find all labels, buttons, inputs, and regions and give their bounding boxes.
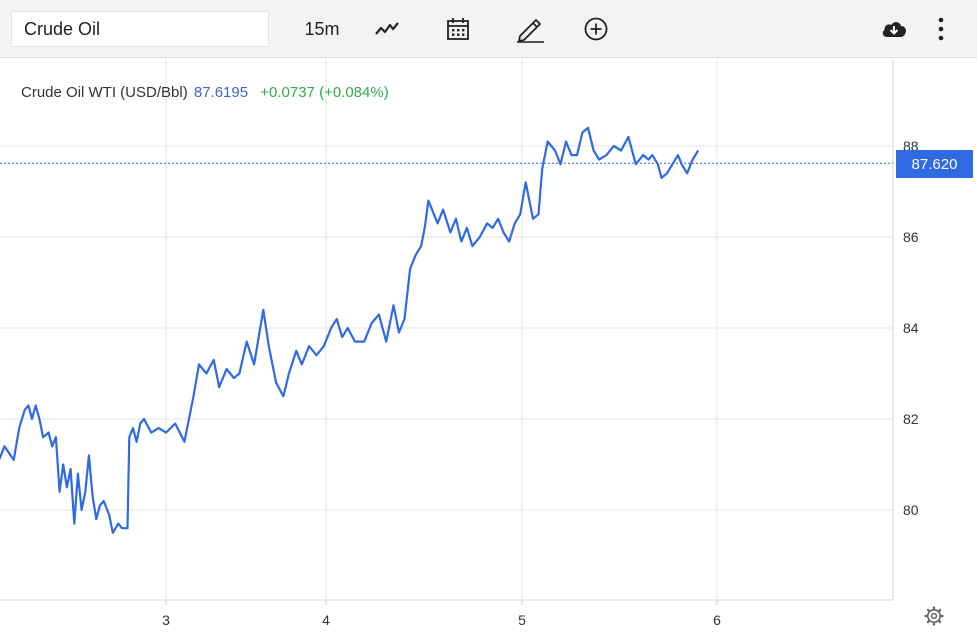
y-tick-label: 80 [903,502,919,518]
price-series [0,126,893,534]
x-axis: 3 4 5 6 [0,599,893,628]
legend-symbol-name: Crude Oil WTI (USD/Bbl) [21,84,188,101]
x-tick-label: 5 [518,612,526,628]
current-price-tag: 87.620 [896,150,973,178]
x-tick-label: 6 [713,612,721,628]
symbol-search-input[interactable]: Crude Oil [11,11,269,47]
interval-selector[interactable]: 15m [304,18,340,39]
chart-legend: Crude Oil WTI (USD/Bbl) 87.6195 +0.0737 … [21,84,389,101]
series-line [0,126,700,534]
cloud-download-icon[interactable] [877,14,911,44]
calendar-icon[interactable] [441,14,475,44]
more-vertical-icon[interactable] [928,14,954,44]
draw-pencil-icon[interactable] [512,14,548,44]
line-chart-icon[interactable] [370,14,404,44]
add-circle-icon[interactable] [580,14,612,44]
y-tick-label: 84 [903,320,919,336]
x-tick-label: 4 [322,612,330,628]
y-tick-label: 86 [903,229,919,245]
chart-grid [0,59,893,600]
legend-change: +0.0737 (+0.084%) [260,84,389,101]
x-tick-label: 3 [162,612,170,628]
gear-icon[interactable] [923,605,945,627]
y-tick-label: 82 [903,411,919,427]
legend-price: 87.6195 [193,84,249,101]
toolbar: Crude Oil 15m [0,0,977,58]
